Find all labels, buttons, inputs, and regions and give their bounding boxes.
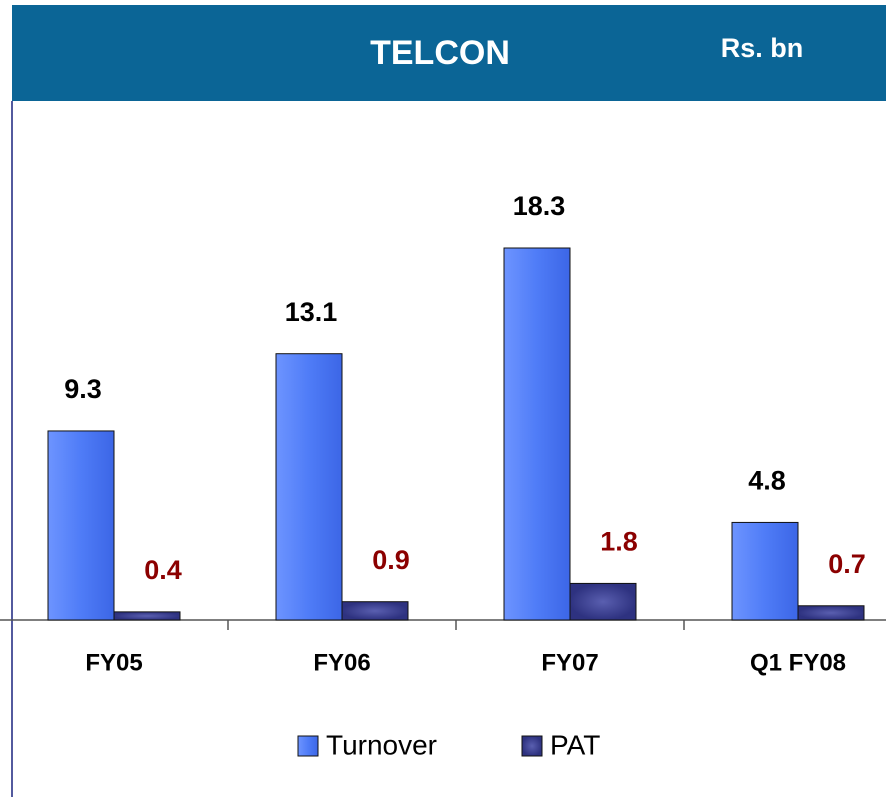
- data-label: 13.1: [285, 297, 338, 327]
- data-label: 4.8: [748, 466, 786, 496]
- legend-swatch: [521, 735, 543, 757]
- bar: [275, 353, 343, 621]
- data-label: 0.7: [828, 549, 866, 579]
- bar: [503, 247, 571, 621]
- legend-swatch: [297, 735, 319, 757]
- bar: [797, 605, 865, 621]
- x-tick-label: FY06: [313, 649, 370, 676]
- bar: [113, 611, 181, 621]
- bar: [47, 430, 115, 621]
- data-label: 0.4: [144, 555, 182, 585]
- legend-label: PAT: [550, 729, 600, 760]
- x-tick-label: FY05: [85, 649, 142, 676]
- bar: [731, 521, 799, 621]
- bar: [341, 601, 409, 621]
- header-band: [12, 5, 886, 101]
- data-label: 1.8: [600, 527, 638, 557]
- data-label: 9.3: [64, 374, 102, 404]
- x-tick-label: FY07: [541, 649, 598, 676]
- legend-label: Turnover: [326, 729, 437, 760]
- chart-subtitle: Rs. bn: [721, 33, 804, 63]
- x-tick-label: Q1 FY08: [750, 649, 846, 676]
- data-label: 18.3: [513, 191, 566, 221]
- chart-title: TELCON: [370, 34, 510, 72]
- data-label: 0.9: [372, 545, 410, 575]
- bar: [569, 582, 637, 621]
